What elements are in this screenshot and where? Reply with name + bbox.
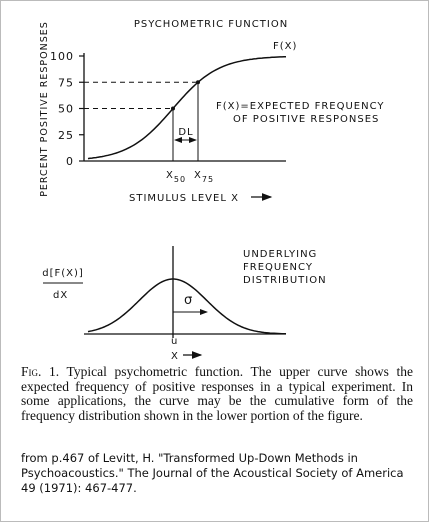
x50-sub: 50 (174, 175, 186, 184)
annotation: F(X)=EXPECTED FREQUENCY (216, 101, 385, 112)
deriv-num: d[F(X)] (42, 268, 84, 279)
x-axis-label: STIMULUS LEVEL X (129, 193, 239, 204)
source: from p.467 of Levitt, H. "Transformed Up… (21, 451, 404, 495)
curve-label: F(X) (273, 41, 297, 52)
x75-label: X75 (194, 170, 214, 184)
caption: Fig. 1. Typical psychometric function. T… (21, 364, 413, 423)
y-tick-label: 100 (50, 50, 74, 63)
y-tick-label: 0 (66, 155, 74, 168)
y-tick-label: 75 (58, 76, 74, 89)
distribution-curve (87, 278, 287, 335)
annotation: FREQUENCY (243, 262, 313, 273)
u-label: u (171, 336, 178, 347)
caption-label: Fig. 1. (21, 364, 60, 379)
x50: X (166, 170, 174, 181)
deriv-den: dX (53, 290, 68, 301)
x75-sub: 75 (202, 175, 214, 184)
annotation: UNDERLYING (243, 249, 317, 260)
point (171, 106, 175, 111)
x-label: X (171, 351, 179, 362)
top-title: PSYCHOMETRIC FUNCTION (134, 19, 288, 30)
figure: PSYCHOMETRIC FUNCTION PERCENT POSITIVE R… (39, 19, 385, 362)
annotation: OF POSITIVE RESPONSES (233, 114, 379, 125)
y-axis-label: PERCENT POSITIVE RESPONSES (39, 21, 50, 197)
dl-label: DL (178, 127, 193, 138)
x50-label: X50 (166, 170, 186, 184)
sigma-label: σ (184, 293, 193, 308)
y-tick-label: 50 (58, 103, 74, 116)
caption-text: Typical psychometric function. The upper… (21, 364, 413, 423)
point (196, 80, 200, 85)
x75: X (194, 170, 202, 181)
annotation: DISTRIBUTION (243, 275, 327, 286)
psychometric-curve (87, 55, 287, 160)
y-tick-label: 25 (58, 129, 74, 142)
